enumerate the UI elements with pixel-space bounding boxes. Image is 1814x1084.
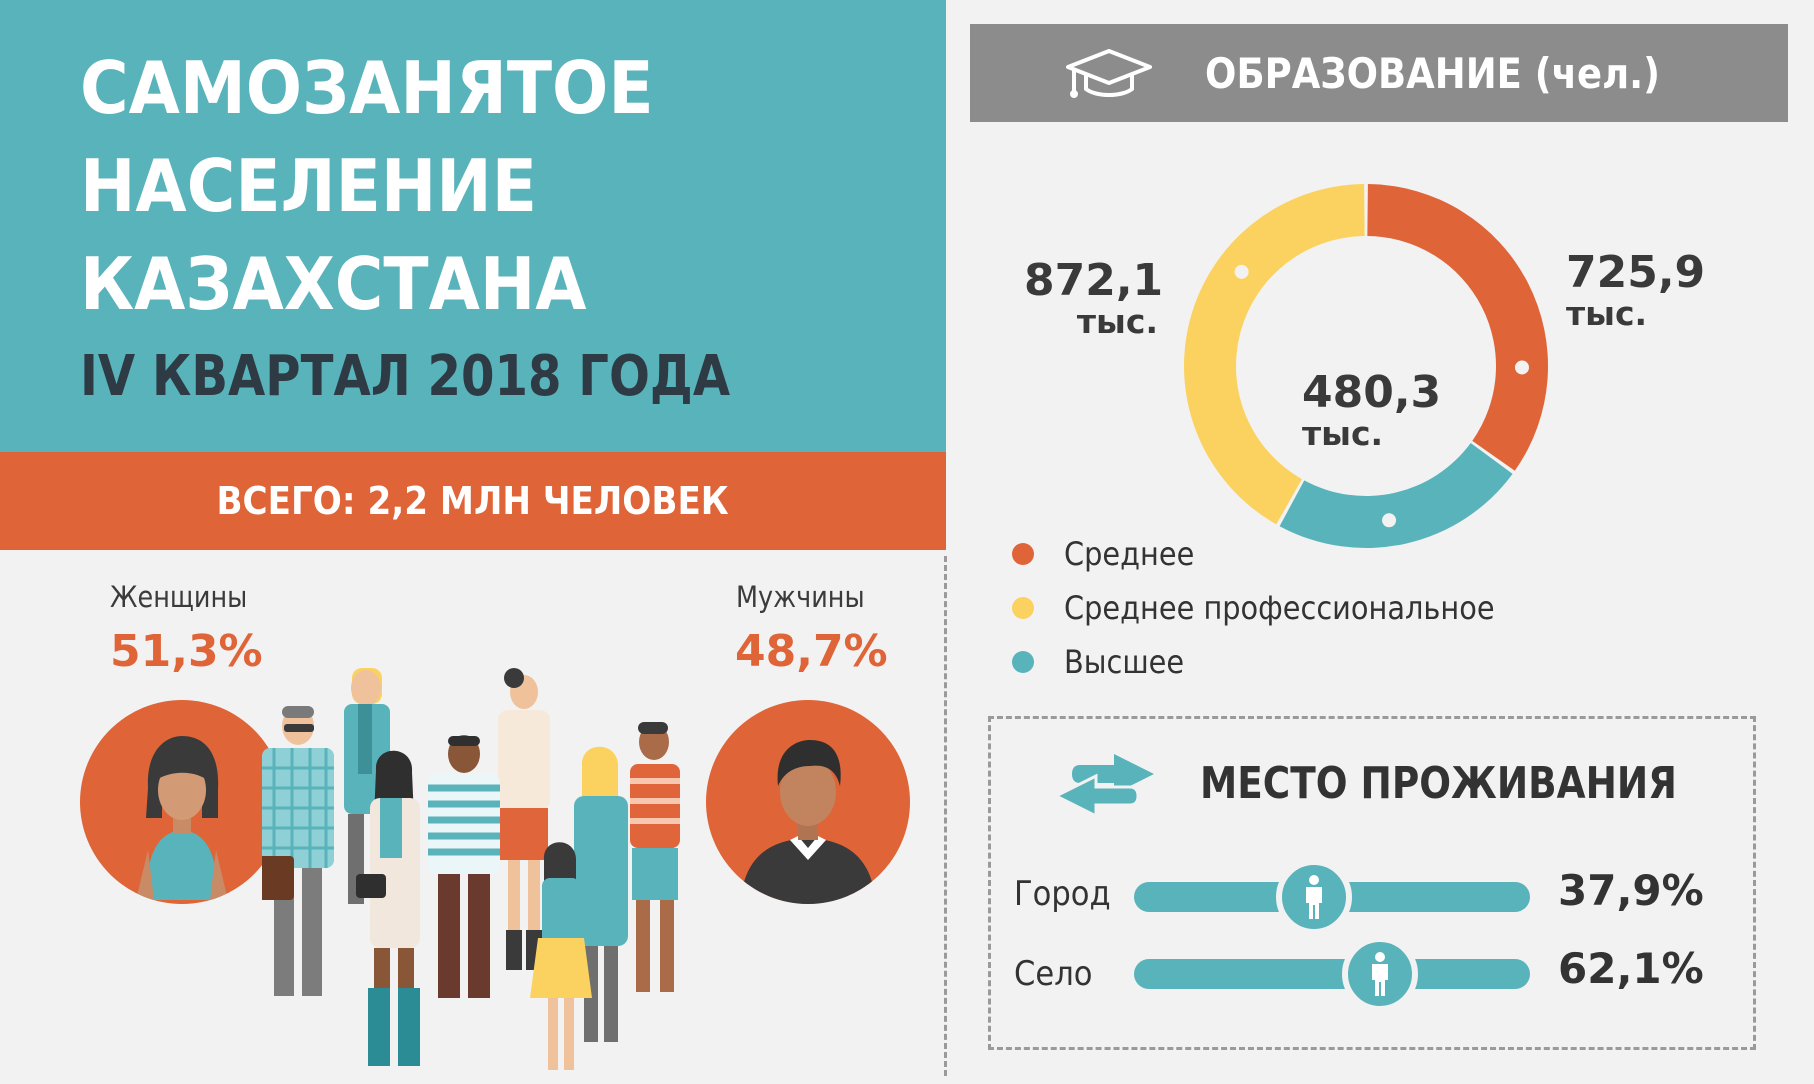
woman-icon: [136, 736, 228, 900]
crowd-illustration: [262, 668, 680, 1070]
village-bar-marker: [1341, 936, 1418, 1012]
donut-unit-secondary: тыс.: [1566, 294, 1648, 333]
woman-avatar: [80, 700, 284, 904]
legend-item-higher: Высшее: [1012, 638, 1542, 686]
person-man-striped-teal: [428, 735, 500, 998]
legend-text-secondary-professional: Среднее профессиональное: [1064, 589, 1495, 627]
donut-slice-2: [1184, 184, 1365, 525]
legend-item-secondary-professional: Среднее профессиональное: [1012, 584, 1542, 632]
donut-marker-2: [1230, 260, 1253, 283]
village-label: Село: [1014, 954, 1093, 994]
donut-slice-0: [1367, 184, 1548, 471]
person-man-glasses: [262, 706, 334, 996]
title-line-1: САМОЗАНЯТОЕ: [80, 46, 654, 130]
education-legend: Среднее Среднее профессиональное Высшее: [1012, 530, 1542, 686]
donut-unit-secondary-professional: тыс.: [1076, 302, 1158, 341]
education-donut-chart: [1184, 184, 1548, 548]
donut-slice-1: [1279, 443, 1513, 548]
village-pct: 62,1%: [1558, 944, 1704, 993]
person-icon: [1306, 875, 1323, 919]
man-icon: [740, 740, 876, 904]
education-header: ОБРАЗОВАНИЕ (чел.): [970, 24, 1788, 122]
title-panel: САМОЗАНЯТОЕ НАСЕЛЕНИЕ КАЗАХСТАНА IV КВАР…: [0, 0, 946, 452]
donut-label-higher: 480,3 тыс.: [1302, 370, 1441, 452]
men-pct: 48,7%: [735, 626, 888, 677]
man-avatar: [706, 700, 910, 904]
person-man-striped-orange: [630, 722, 680, 992]
city-pct: 37,9%: [1558, 866, 1704, 915]
village-bar-track: [1134, 959, 1530, 989]
donut-marker-0: [1510, 356, 1533, 379]
title-line-2: НАСЕЛЕНИЕ: [80, 144, 537, 228]
donut-unit-higher: тыс.: [1302, 414, 1384, 453]
legend-item-secondary: Среднее: [1012, 530, 1542, 578]
donut-value-higher: 480,3: [1302, 367, 1442, 418]
men-label: Мужчины: [736, 580, 865, 614]
city-bar-marker: [1276, 859, 1353, 935]
total-text: ВСЕГО: 2,2 МЛН ЧЕЛОВЕК: [216, 479, 730, 523]
legend-dot-secondary: [1012, 543, 1034, 565]
donut-value-secondary: 725,9: [1566, 247, 1706, 298]
legend-text-secondary: Среднее: [1064, 535, 1195, 573]
total-band: ВСЕГО: 2,2 МЛН ЧЕЛОВЕК: [0, 452, 946, 550]
section-divider: [944, 556, 947, 1076]
page-subtitle: IV КВАРТАЛ 2018 ГОДА: [80, 344, 731, 409]
residence-box: [988, 716, 1756, 1050]
donut-label-secondary-professional: 872,1 тыс.: [1024, 255, 1164, 341]
person-woman-teal-scarf: [356, 750, 420, 1066]
swap-arrows-icon: [1052, 754, 1154, 818]
person-icon: [1371, 952, 1388, 996]
donut-marker-1: [1378, 509, 1401, 532]
women-pct: 51,3%: [110, 626, 263, 677]
donut-label-secondary: 725,9 тыс.: [1566, 250, 1705, 332]
title-line-3: КАЗАХСТАНА: [80, 242, 587, 326]
women-label: Женщины: [110, 580, 248, 614]
legend-dot-secondary-professional: [1012, 597, 1034, 619]
donut-value-secondary-professional: 872,1: [1024, 255, 1164, 306]
legend-text-higher: Высшее: [1064, 643, 1185, 681]
residence-title: МЕСТО ПРОЖИВАНИЯ: [1200, 758, 1677, 809]
education-title: ОБРАЗОВАНИЕ (чел.): [1205, 48, 1661, 98]
person-girl-yellow-skirt: [530, 842, 592, 1070]
legend-dot-higher: [1012, 651, 1034, 673]
city-label: Город: [1014, 874, 1111, 914]
graduation-cap-icon: [1066, 49, 1153, 98]
